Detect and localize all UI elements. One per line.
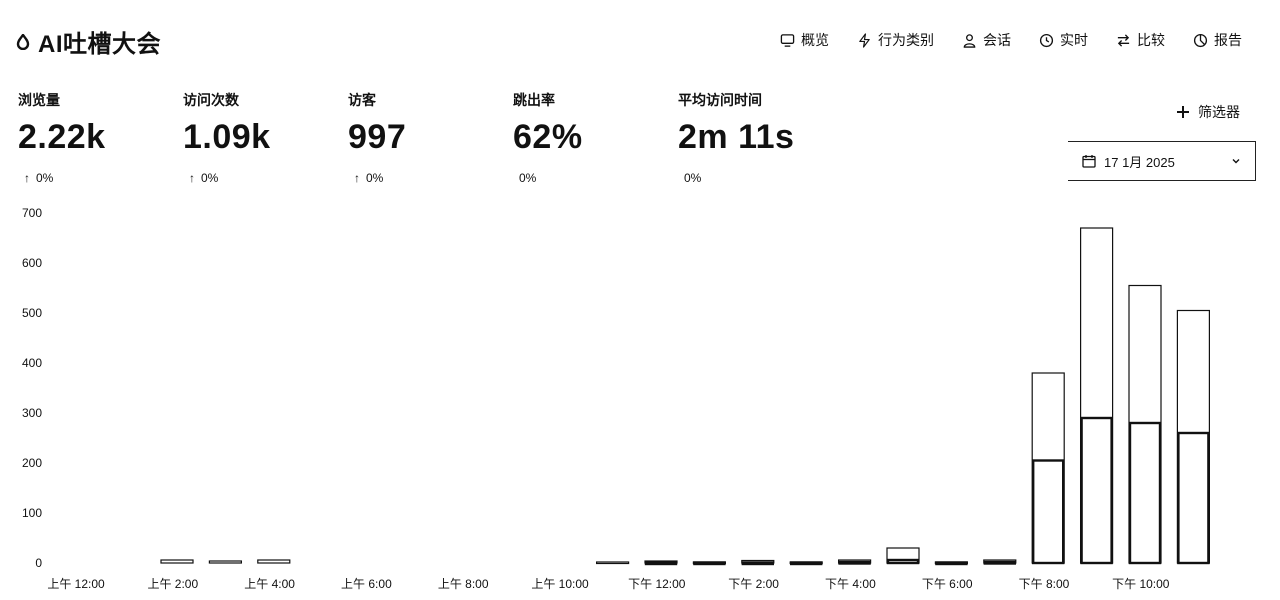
- metric-change: ↑ 0%: [183, 171, 348, 185]
- x-tick-label: 下午 6:00: [922, 577, 973, 591]
- app-logo[interactable]: AI吐槽大会: [16, 24, 161, 59]
- filter-label: 筛选器: [1198, 104, 1240, 120]
- metric-label: 浏览量: [18, 92, 60, 108]
- date-picker[interactable]: 17 1月 2025: [1068, 141, 1256, 181]
- nav-reports-label: 报告: [1214, 32, 1242, 48]
- x-tick-label: 下午 4:00: [825, 577, 876, 591]
- metric-change: ↑ 0%: [18, 171, 183, 185]
- metric-value: 997: [348, 118, 407, 156]
- clock-icon: [1039, 33, 1054, 47]
- x-tick-label: 下午 8:00: [1019, 577, 1070, 591]
- metric-value: 1.09k: [183, 118, 271, 156]
- metric-change-value: 0%: [366, 171, 384, 185]
- arrow-up-icon: ↑: [189, 171, 195, 185]
- x-tick-label: 上午 12:00: [47, 577, 105, 591]
- metric-pageviews[interactable]: 浏览量 2.22k ↑ 0%: [18, 90, 183, 185]
- nav-realtime-label: 实时: [1060, 32, 1088, 48]
- x-tick-label: 上午 10:00: [531, 577, 589, 591]
- nav-behavior-label: 行为类别: [878, 32, 934, 48]
- nav-behavior[interactable]: 行为类别: [857, 30, 934, 50]
- metric-value: 2.22k: [18, 118, 106, 156]
- y-tick-label: 100: [22, 506, 42, 520]
- lightning-icon: [859, 32, 870, 48]
- top-nav: 概览 行为类别 会话 实时 比较 报告: [780, 30, 1242, 50]
- metric-visitors[interactable]: 访客 997 ↑ 0%: [348, 90, 513, 185]
- y-tick-label: 500: [22, 306, 42, 320]
- metric-bounce-rate[interactable]: 跳出率 62% 0%: [513, 90, 678, 185]
- nav-overview-label: 概览: [801, 32, 829, 48]
- x-tick-label: 上午 2:00: [147, 577, 198, 591]
- metric-change-value: 0%: [201, 171, 219, 185]
- metric-change-value: 0%: [519, 171, 537, 185]
- metric-label: 访客: [348, 92, 376, 108]
- filter-button[interactable]: 筛选器: [1176, 102, 1240, 122]
- y-tick-label: 600: [22, 256, 42, 270]
- bar-visits[interactable]: [693, 561, 726, 566]
- x-tick-label: 上午 6:00: [341, 577, 392, 591]
- nav-realtime[interactable]: 实时: [1039, 30, 1088, 50]
- drop-icon: [16, 33, 30, 50]
- y-tick-label: 400: [22, 356, 42, 370]
- y-tick-label: 700: [22, 206, 42, 220]
- y-tick-label: 200: [22, 456, 42, 470]
- bar-visits[interactable]: [1128, 421, 1162, 565]
- metric-change: ↑ 0%: [348, 171, 513, 185]
- metrics-row: 浏览量 2.22k ↑ 0% 访问次数 1.09k ↑ 0% 访客 997 ↑ …: [18, 90, 843, 185]
- nav-compare[interactable]: 比较: [1116, 30, 1165, 50]
- nav-sessions[interactable]: 会话: [962, 30, 1011, 50]
- x-tick-label: 上午 8:00: [438, 577, 489, 591]
- metric-label: 跳出率: [513, 92, 555, 108]
- nav-overview[interactable]: 概览: [780, 30, 829, 50]
- bar-visits[interactable]: [790, 561, 823, 566]
- y-tick-label: 0: [35, 556, 42, 570]
- metric-label: 平均访问时间: [678, 92, 762, 108]
- metric-avg-visit-time[interactable]: 平均访问时间 2m 11s 0%: [678, 90, 843, 185]
- arrow-up-icon: ↑: [24, 171, 30, 185]
- x-tick-label: 下午 12:00: [628, 577, 686, 591]
- y-tick-label: 300: [22, 406, 42, 420]
- nav-compare-label: 比较: [1137, 32, 1165, 48]
- chevron-down-icon: [1232, 159, 1240, 164]
- hourly-bar-chart: 0 100 200 300 400 500 600 700 上午 12:00 上午 2:00 上午 …: [22, 206, 1211, 591]
- monitor-icon: [780, 33, 795, 47]
- x-tick-label: 下午 10:00: [1112, 577, 1170, 591]
- bar-pageviews[interactable]: [208, 560, 242, 564]
- user-icon: [963, 33, 976, 48]
- header: AI吐槽大会 概览 行为类别 会话 实时 比较 报告: [0, 0, 1280, 80]
- nav-sessions-label: 会话: [983, 32, 1011, 48]
- arrows-icon: [1117, 33, 1130, 47]
- bar-pageviews[interactable]: [257, 559, 291, 564]
- x-tick-label: 上午 4:00: [244, 577, 295, 591]
- bar-pageviews[interactable]: [160, 559, 194, 564]
- bar-visits[interactable]: [1080, 416, 1113, 565]
- pie-icon: [1193, 33, 1208, 47]
- app-title: AI吐槽大会: [38, 31, 161, 58]
- arrow-up-icon: ↑: [354, 171, 360, 185]
- bar-visits[interactable]: [644, 561, 678, 566]
- metric-value: 2m 11s: [678, 118, 795, 156]
- metric-change-value: 0%: [684, 171, 702, 185]
- metric-value: 62%: [513, 118, 583, 156]
- metric-change: 0%: [678, 171, 843, 185]
- metric-change: 0%: [513, 171, 678, 185]
- x-tick-label: 下午 2:00: [728, 577, 779, 591]
- date-picker-value: 17 1月 2025: [1104, 154, 1175, 170]
- bar-pageviews[interactable]: [595, 561, 630, 565]
- bar-visits[interactable]: [935, 561, 968, 566]
- metric-label: 访问次数: [183, 92, 239, 108]
- bar-visits[interactable]: [886, 558, 920, 565]
- nav-reports[interactable]: 报告: [1193, 30, 1242, 50]
- calendar-icon: [1082, 155, 1096, 168]
- bar-visits[interactable]: [741, 561, 774, 566]
- metric-change-value: 0%: [36, 171, 54, 185]
- plus-icon: [1177, 106, 1189, 118]
- bar-visits[interactable]: [1177, 431, 1210, 565]
- bar-visits[interactable]: [983, 560, 1016, 565]
- bar-visits[interactable]: [1031, 459, 1065, 565]
- metric-visits[interactable]: 访问次数 1.09k ↑ 0%: [183, 90, 348, 185]
- bar-visits[interactable]: [838, 560, 871, 565]
